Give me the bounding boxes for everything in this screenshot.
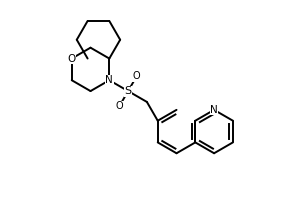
Text: O: O <box>68 54 76 64</box>
Text: O: O <box>116 101 123 111</box>
Text: N: N <box>105 75 113 85</box>
Text: N: N <box>210 105 218 115</box>
Text: S: S <box>124 86 132 96</box>
Text: O: O <box>133 71 141 81</box>
